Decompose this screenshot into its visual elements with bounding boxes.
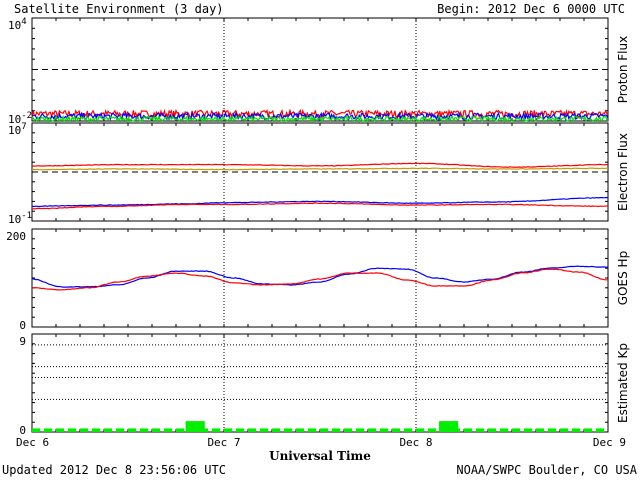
series-line-1 (31, 162, 609, 168)
panel-ylabel: GOES Hp (616, 251, 630, 305)
kp-bar (416, 428, 425, 432)
kp-bar (56, 428, 65, 432)
kp-bar (488, 428, 497, 432)
kp-bar (116, 428, 125, 432)
kp-bar (356, 428, 365, 432)
kp-bar (284, 428, 293, 432)
series-line-2 (31, 111, 609, 122)
panel-4: 9 0 Estimated Kp (19, 333, 630, 437)
kp-bar (128, 428, 137, 432)
x-tick-label: Dec 8 (399, 436, 432, 449)
kp-bar (296, 428, 305, 432)
y-tick-exponent: -2 (21, 111, 32, 121)
x-axis-label: Universal Time (269, 449, 371, 463)
kp-bar (272, 428, 281, 432)
kp-bar (68, 428, 77, 432)
y-tick-label: 0 (19, 424, 26, 437)
series-line-2 (31, 268, 608, 291)
kp-bar (140, 428, 149, 432)
y-tick-base: 10 (8, 213, 21, 226)
series-line-2 (31, 167, 609, 171)
kp-bar (308, 428, 317, 432)
panel-ylabel: Electron Flux (616, 133, 630, 211)
y-tick-label: 0 (19, 319, 26, 332)
y-tick-base: 10 (8, 124, 21, 137)
credit-label: NOAA/SWPC Boulder, CO USA (456, 463, 637, 477)
y-tick-exponent: -1 (21, 211, 32, 221)
kp-bar (248, 428, 257, 432)
series-line-1 (31, 265, 608, 288)
series-line-3 (31, 196, 609, 208)
kp-bar (464, 428, 473, 432)
kp-bar (164, 428, 173, 432)
kp-bar (260, 428, 269, 432)
x-tick-label: Dec 7 (207, 436, 240, 449)
kp-bar (404, 428, 413, 432)
kp-bar (536, 428, 545, 432)
y-tick-label: 104 (8, 17, 27, 32)
kp-bar (428, 428, 437, 432)
kp-bar (32, 428, 41, 432)
kp-bar (476, 428, 485, 432)
y-tick-label: 107 (8, 122, 27, 137)
x-tick-label: Dec 9 (593, 436, 626, 449)
kp-bar (392, 428, 401, 432)
kp-bar (104, 428, 113, 432)
kp-bar (500, 428, 509, 432)
kp-bar (560, 428, 569, 432)
kp-bar (380, 428, 389, 432)
x-tick-label: Dec 6 (16, 436, 49, 449)
y-tick-label: 9 (19, 335, 26, 348)
panel-3: 200 0 GOES Hp (6, 228, 630, 332)
kp-bar (596, 428, 605, 432)
y-tick-label: 10-1 (8, 211, 32, 226)
kp-bar (212, 428, 221, 432)
series-line-3 (31, 114, 609, 124)
begin-label: Begin: 2012 Dec 6 0000 UTC (437, 2, 625, 16)
kp-bar (344, 428, 353, 432)
y-tick-label: 200 (6, 230, 26, 243)
kp-bar (548, 428, 557, 432)
kp-bar (572, 428, 581, 432)
y-tick-label: 10-2 (8, 111, 32, 126)
panel-ylabel: Proton Flux (616, 36, 630, 103)
kp-bar (176, 428, 185, 432)
kp-bar (80, 428, 89, 432)
kp-bar (584, 428, 593, 432)
x-tick-labels: Dec 6 Dec 7 Dec 8 Dec 9 (16, 436, 626, 449)
kp-bar (512, 428, 521, 432)
kp-bar (332, 428, 341, 432)
panel-frame (31, 333, 609, 433)
y-tick-base: 10 (8, 113, 21, 126)
kp-bar (368, 428, 377, 432)
kp-bar (224, 428, 233, 432)
y-tick-base: 10 (8, 19, 21, 32)
kp-bar (92, 428, 101, 432)
y-tick-exponent: 7 (21, 122, 26, 132)
kp-bar (320, 428, 329, 432)
kp-bar (236, 428, 245, 432)
kp-bar (524, 428, 533, 432)
kp-bar (152, 428, 161, 432)
y-tick-exponent: 4 (21, 17, 26, 27)
panel-ylabel: Estimated Kp (616, 343, 630, 423)
kp-bar (44, 428, 53, 432)
series-line-4 (31, 202, 608, 210)
kp-bar-high (185, 421, 205, 432)
kp-bar-high (439, 421, 459, 432)
panel-frame (31, 17, 609, 122)
updated-label: Updated 2012 Dec 8 23:56:06 UTC (2, 463, 226, 477)
chart-title: Satellite Environment (3 day) (14, 2, 224, 16)
panel-frame (31, 228, 609, 328)
